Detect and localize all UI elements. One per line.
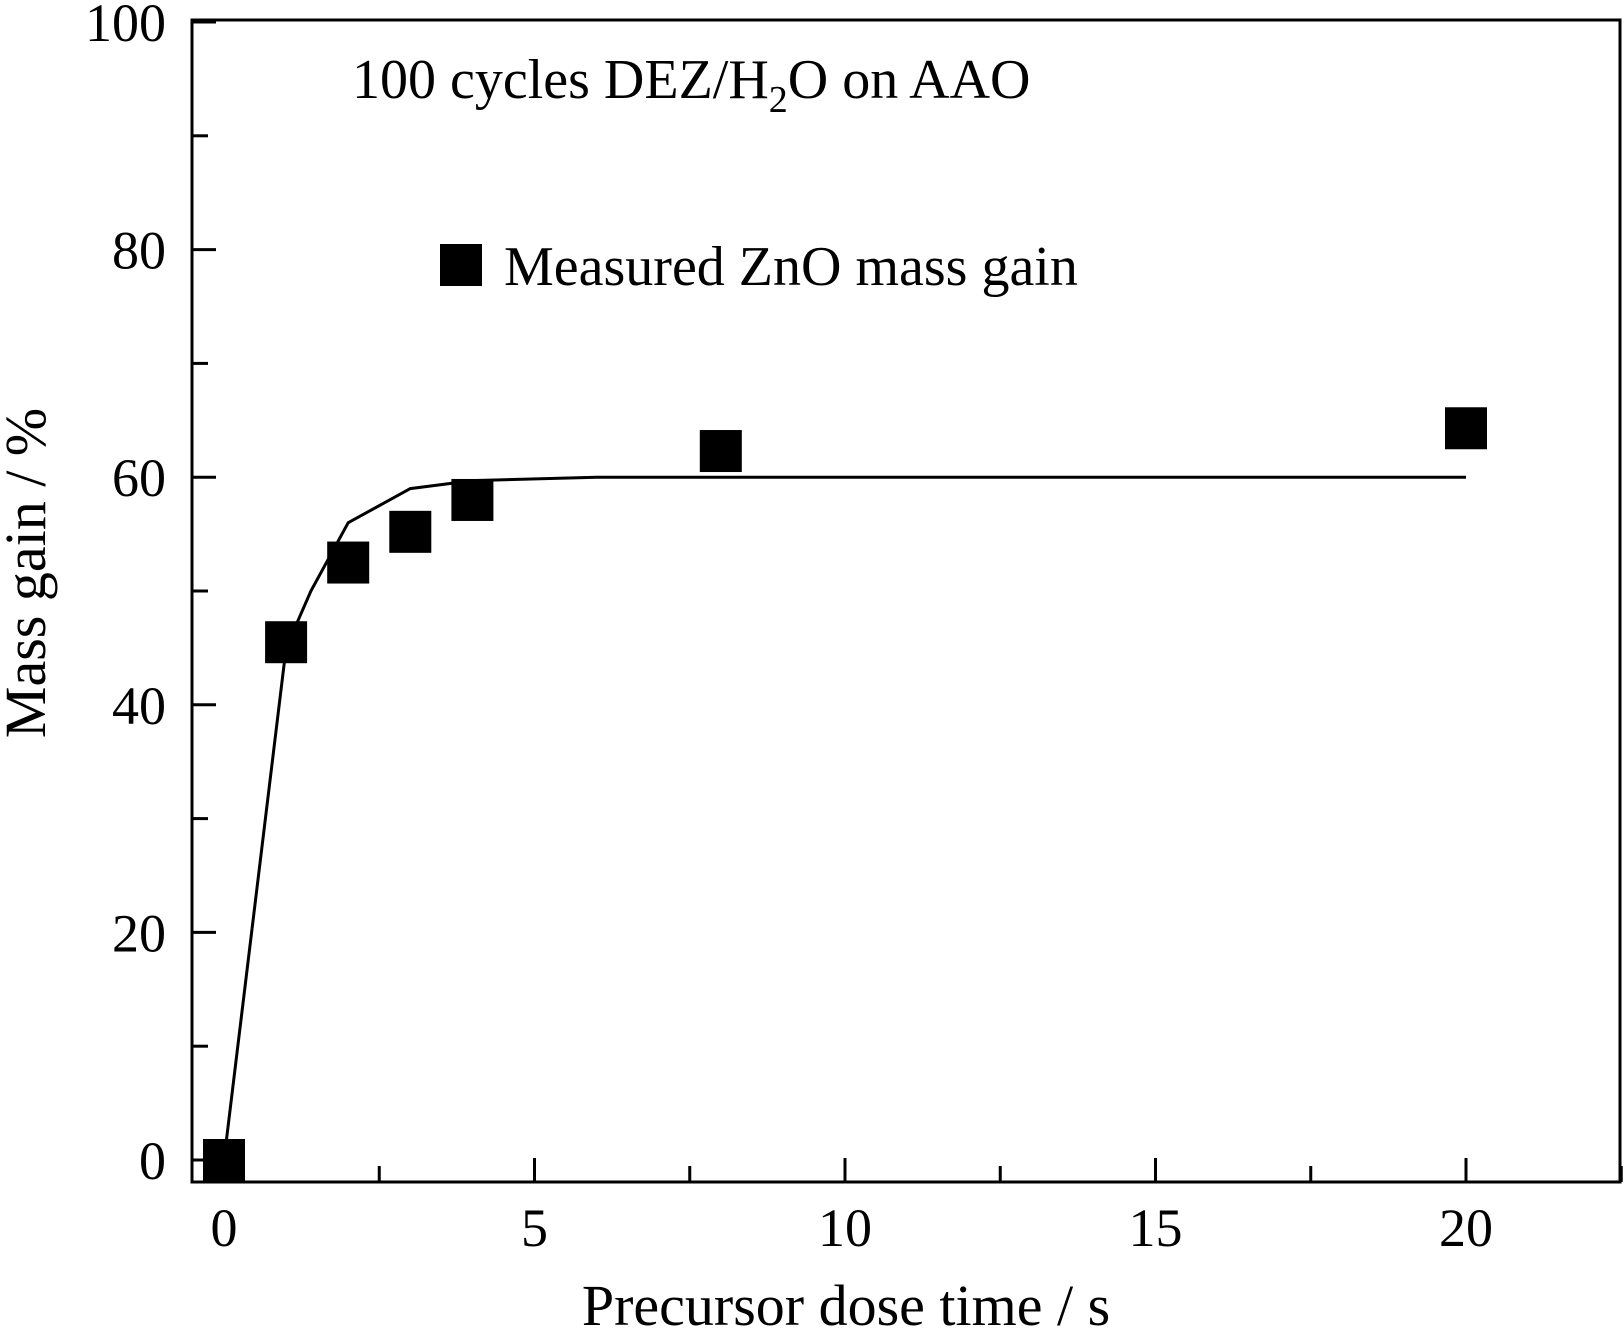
legend-label: Measured ZnO mass gain <box>504 236 1078 298</box>
data-point <box>699 430 742 473</box>
axis-ticks <box>192 20 1623 1182</box>
y-tick-label: 80 <box>112 221 166 281</box>
data-point <box>265 621 308 664</box>
x-tick-label: 5 <box>521 1198 548 1258</box>
data-point <box>451 478 494 521</box>
plot-frame <box>190 18 1622 1184</box>
chart-annotation: 100 cycles DEZ/H2O on AAO <box>352 49 1030 121</box>
tick-labels: 0 5 10 15 20 0 20 40 60 80 100 <box>85 0 1493 1258</box>
y-tick-label: 60 <box>112 448 166 508</box>
x-tick-label: 20 <box>1439 1198 1493 1258</box>
x-axis-label: Precursor dose time / s <box>582 1273 1110 1338</box>
x-tick-label: 15 <box>1129 1198 1183 1258</box>
x-tick-label: 0 <box>211 1198 238 1258</box>
annotation-suffix: O on AAO <box>788 49 1031 111</box>
y-tick-label: 20 <box>112 903 166 963</box>
data-point <box>1445 407 1487 450</box>
y-tick-label: 100 <box>85 0 166 53</box>
plot-area <box>190 18 1622 1184</box>
y-tick-label: 0 <box>139 1131 166 1191</box>
data-point <box>327 541 370 584</box>
annotation-prefix: 100 cycles DEZ/H <box>352 49 769 111</box>
fit-line <box>222 475 1466 1161</box>
y-axis-label: Mass gain / % <box>0 408 58 738</box>
y-tick-label: 40 <box>112 676 166 736</box>
x-tick-label: 10 <box>818 1198 872 1258</box>
annotation-subscript: 2 <box>769 79 788 121</box>
legend: Measured ZnO mass gain <box>440 236 1078 298</box>
data-point <box>389 510 432 553</box>
legend-marker-square <box>440 244 482 286</box>
